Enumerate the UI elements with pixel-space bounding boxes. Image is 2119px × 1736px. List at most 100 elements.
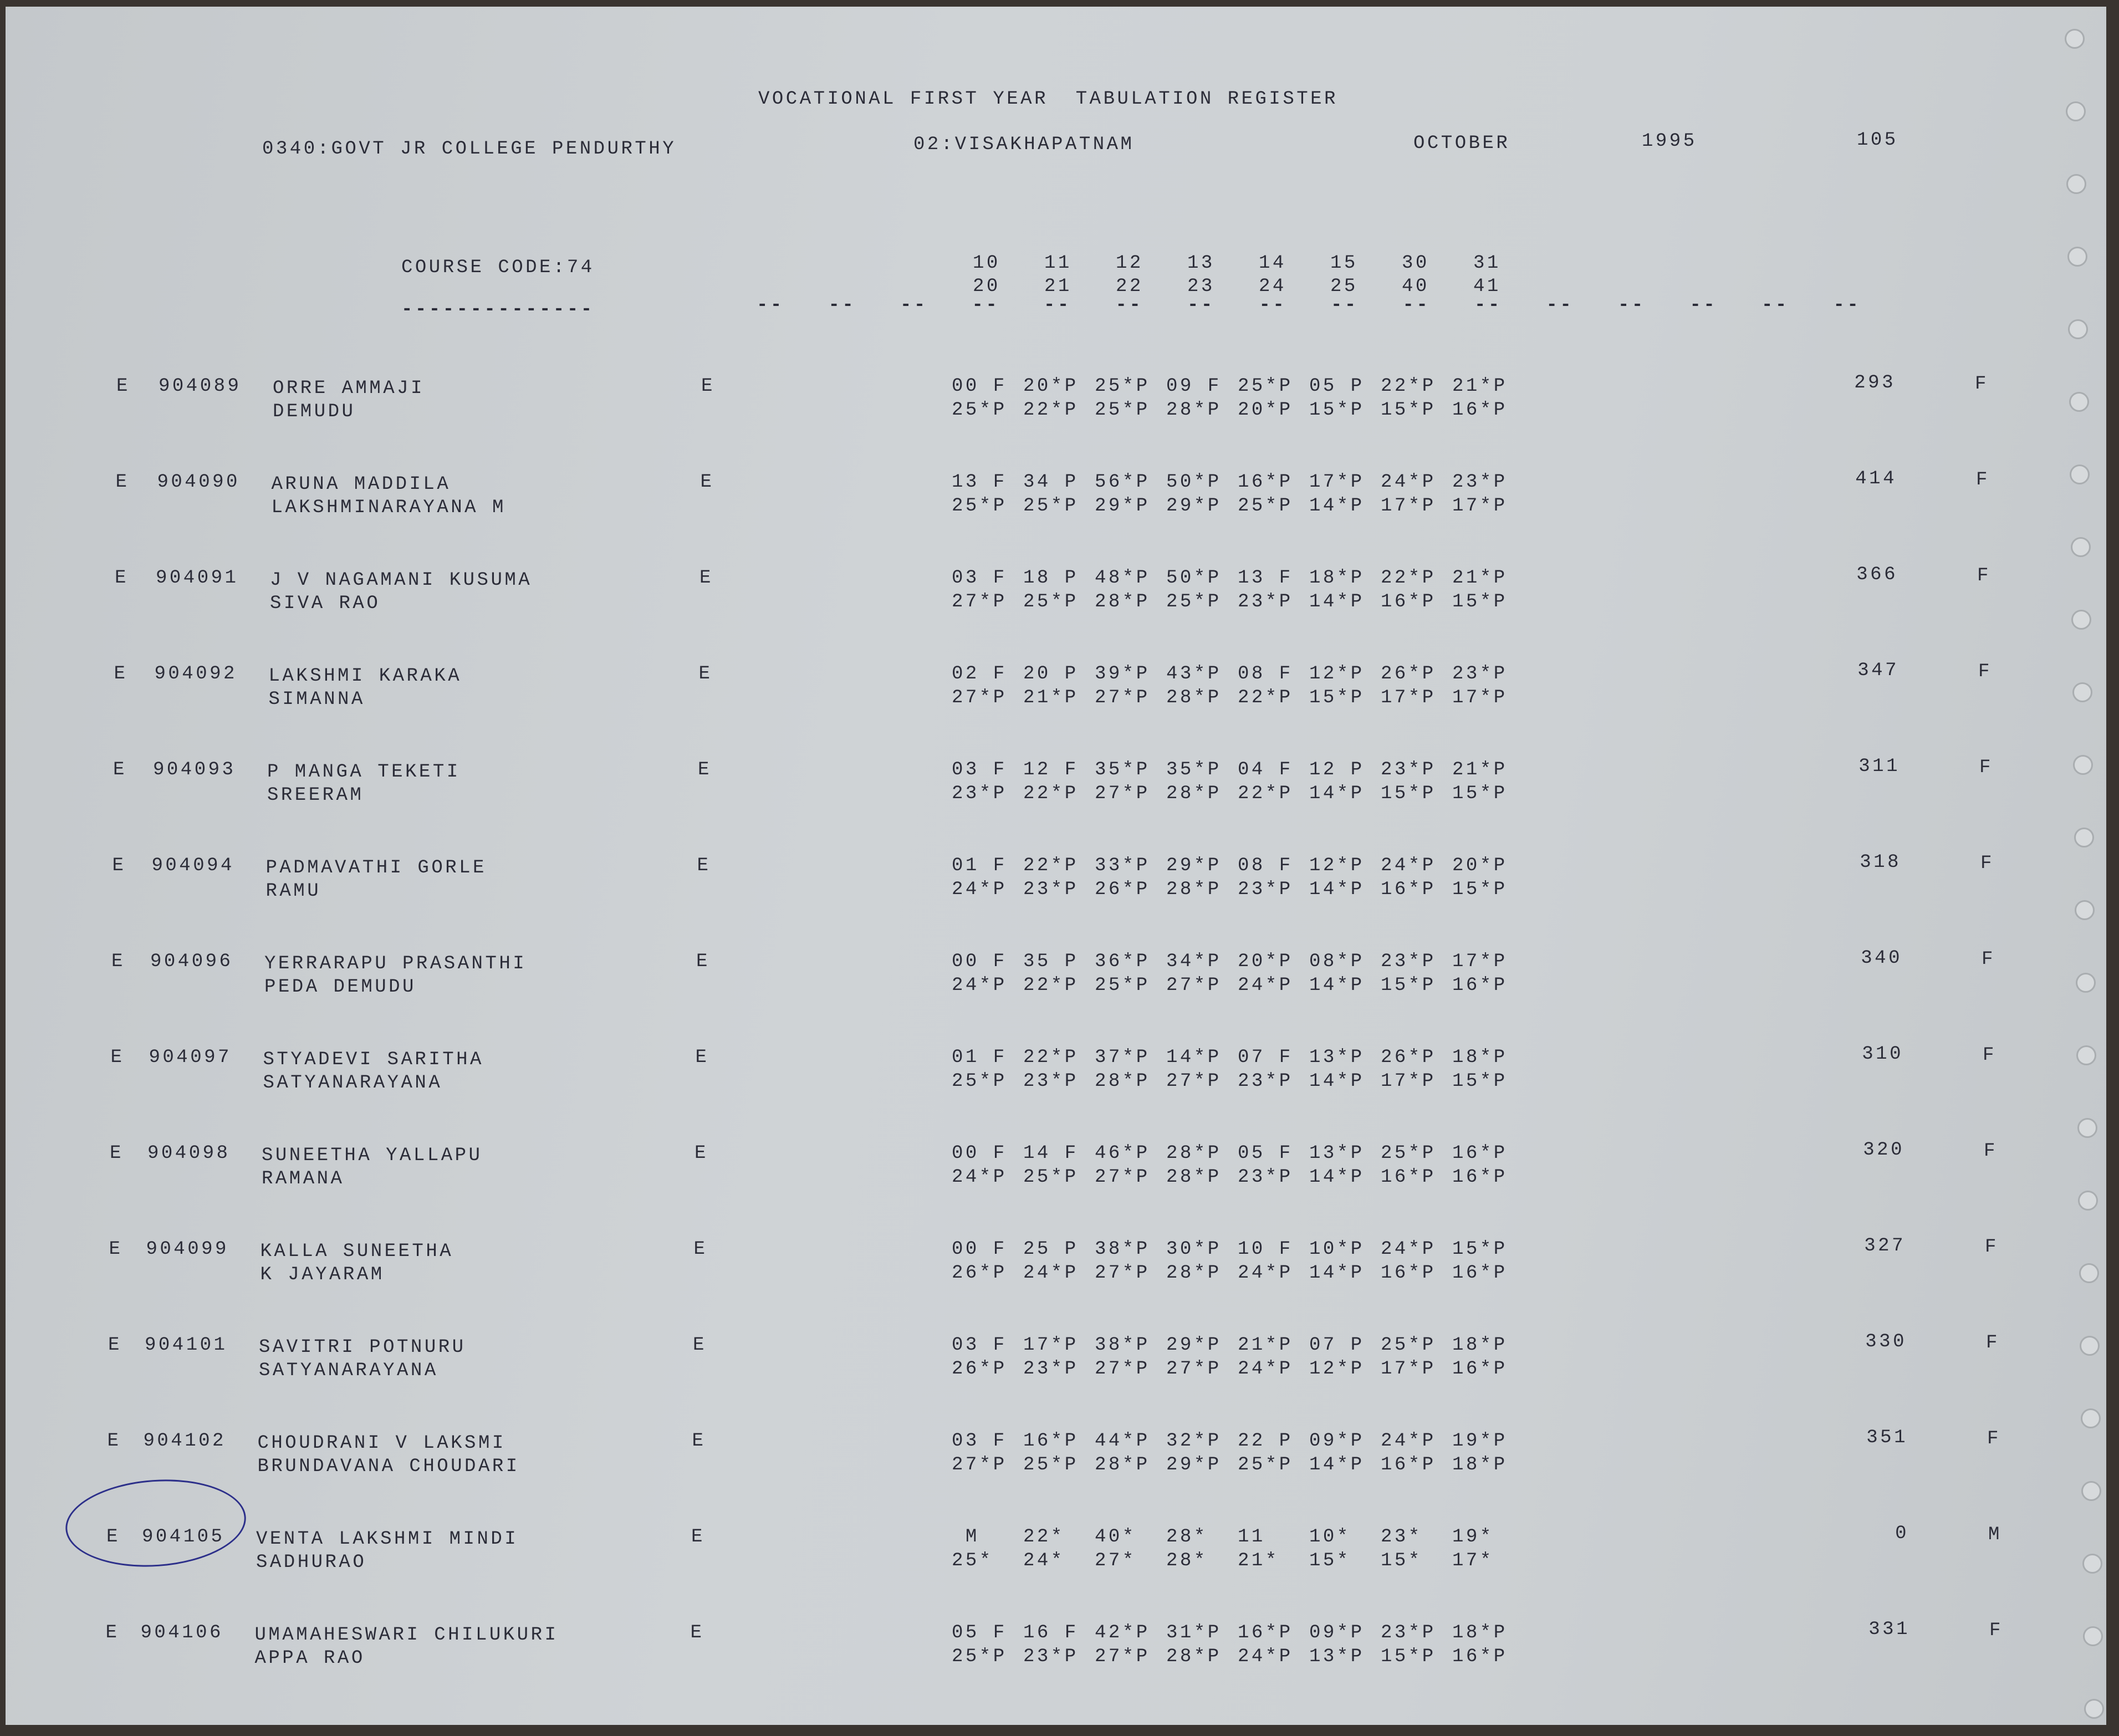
subject-mark: 22*P [1381, 376, 1436, 397]
subject-mark: 27* [1095, 1550, 1136, 1571]
column-dash: -- [1259, 295, 1287, 316]
student-row: E 904090 ARUNA MADDILA LAKSHMINARAYANA M… [6, 469, 2106, 539]
subject-mark: 21*P [1238, 1335, 1293, 1356]
marks-line: 00 F 35 P 36*P 34*P 20*P 08*P 23*P 17*P [952, 952, 1524, 971]
result: F [1985, 1237, 1999, 1258]
subject-mark: 09*P [1309, 1431, 1365, 1452]
subject-mark: 15*P [1452, 783, 1508, 804]
course-underline: -------------- [401, 299, 595, 320]
feed-hole [2072, 682, 2092, 702]
subject-mark: 26*P [952, 1359, 1007, 1380]
student-row: E 904099 KALLA SUNEETHA K JAYARAM E 00 F 2… [6, 1235, 2106, 1306]
marks-line: 00 F 20*P 25*P 09 F 25*P 05 P 22*P 21*P [952, 377, 1524, 396]
roll-number: 904101 [145, 1335, 228, 1356]
subject-mark: 18*P [1309, 568, 1365, 589]
subject-mark: 16*P [1238, 472, 1293, 493]
subject-mark: 25*P [1381, 1335, 1436, 1356]
subject-mark: 25*P [952, 1646, 1007, 1667]
marks-line: 05 F 16 F 42*P 31*P 16*P 09*P 23*P 18*P [952, 1623, 1524, 1642]
total-marks: 414 [1855, 468, 1897, 489]
subject-mark: 07 P [1309, 1335, 1365, 1356]
subject-mark: 12 F [1023, 759, 1079, 780]
student-name: J V NAGAMANI KUSUMA [270, 570, 533, 591]
subject-mark: 15*P [1309, 687, 1365, 708]
subject-mark: M [952, 1526, 979, 1548]
subject-mark: 24*P [1381, 472, 1436, 493]
subject-mark: 22* [1023, 1526, 1065, 1548]
result: F [1977, 565, 1991, 586]
marks-line: 23*P 22*P 27*P 28*P 22*P 14*P 15*P 15*P [952, 784, 1524, 803]
result: F [1979, 757, 1993, 778]
subject-mark: 16*P [1452, 1646, 1508, 1667]
feed-hole [2068, 319, 2088, 339]
subject-mark: 46*P [1095, 1143, 1150, 1164]
subject-mark: 29*P [1095, 496, 1150, 517]
subject-mark: 22*P [1023, 783, 1079, 804]
subject-mark: 23*P [1381, 951, 1436, 972]
column-dash: -- [1115, 295, 1143, 316]
subject-mark: 27*P [1166, 1071, 1222, 1092]
subject-mark: 25*P [1095, 376, 1150, 397]
subject-mark: 17*P [1023, 1335, 1079, 1356]
subject-code: 13 [1187, 253, 1215, 274]
subject-mark: 15*P [1381, 400, 1436, 421]
subject-mark: 28*P [1166, 1167, 1222, 1188]
subject-mark: 19*P [1452, 1431, 1508, 1452]
subject-mark: 17*P [1309, 472, 1365, 493]
subject-mark: 01 F [952, 1047, 1007, 1068]
result: F [1982, 949, 1995, 970]
student-name: KALLA SUNEETHA [260, 1241, 454, 1262]
subject-mark: 01 F [952, 855, 1007, 876]
candidate-type: E [113, 759, 127, 780]
medium: E [701, 376, 715, 397]
marks-line: 24*P 22*P 25*P 27*P 24*P 14*P 15*P 16*P [952, 976, 1524, 995]
total-marks: 320 [1863, 1140, 1904, 1161]
subject-mark: 22*P [1381, 568, 1436, 589]
subject-mark: 12*P [1309, 663, 1365, 685]
feed-hole [2076, 1045, 2096, 1065]
subject-code: 20 [973, 276, 1000, 297]
subject-mark: 03 F [952, 1335, 1007, 1356]
subject-mark: 25*P [952, 496, 1007, 517]
subject-mark: 31*P [1166, 1622, 1222, 1643]
roll-number: 904094 [151, 855, 234, 876]
subject-mark: 23*P [1023, 1359, 1079, 1380]
medium: E [695, 1047, 709, 1068]
subject-mark: 13*P [1309, 1646, 1365, 1667]
subject-mark: 20*P [1452, 855, 1508, 876]
subject-mark: 28* [1166, 1550, 1208, 1571]
result: F [1983, 1045, 1997, 1066]
subject-mark: 24*P [1381, 855, 1436, 876]
subject-mark: 56*P [1095, 472, 1150, 493]
column-dash: -- [900, 295, 928, 316]
marks-line: 02 F 20 P 39*P 43*P 08 F 12*P 26*P 23*P [952, 665, 1524, 683]
subject-mark: 09*P [1309, 1622, 1365, 1643]
subject-mark: 16*P [1452, 975, 1508, 996]
subject-mark: 13*P [1309, 1143, 1365, 1164]
subject-mark: 18*P [1452, 1335, 1508, 1356]
total-marks: 293 [1854, 372, 1896, 394]
subject-mark: 22 P [1238, 1431, 1293, 1452]
subject-mark: 23*P [1452, 472, 1508, 493]
feed-hole [2079, 1263, 2099, 1283]
subject-code: 30 [1402, 253, 1429, 274]
roll-number: 904102 [143, 1431, 226, 1452]
column-dash: -- [828, 295, 856, 316]
subject-mark: 14*P [1309, 591, 1365, 612]
subject-mark: 22*P [1238, 687, 1293, 708]
father-name: SATYANARAYANA [263, 1073, 443, 1094]
feed-hole [2065, 101, 2086, 121]
subject-mark: 28*P [1095, 1454, 1150, 1475]
subject-mark: 25*P [952, 1071, 1007, 1092]
subject-mark: 26*P [1381, 663, 1436, 685]
medium: E [692, 1431, 706, 1452]
result: F [1976, 469, 1990, 491]
student-row: E 904102 CHOUDRANI V LAKSMI BRUNDAVANA C… [6, 1428, 2106, 1498]
subject-mark: 24*P [1381, 1239, 1436, 1260]
exam-year: 1995 [1642, 131, 1697, 152]
candidate-type: E [108, 1335, 122, 1356]
total-marks: 327 [1864, 1235, 1906, 1257]
subject-mark: 21*P [1452, 759, 1508, 780]
student-name: SUNEETHA YALLAPU [262, 1145, 483, 1166]
subject-mark: 19* [1452, 1526, 1494, 1548]
